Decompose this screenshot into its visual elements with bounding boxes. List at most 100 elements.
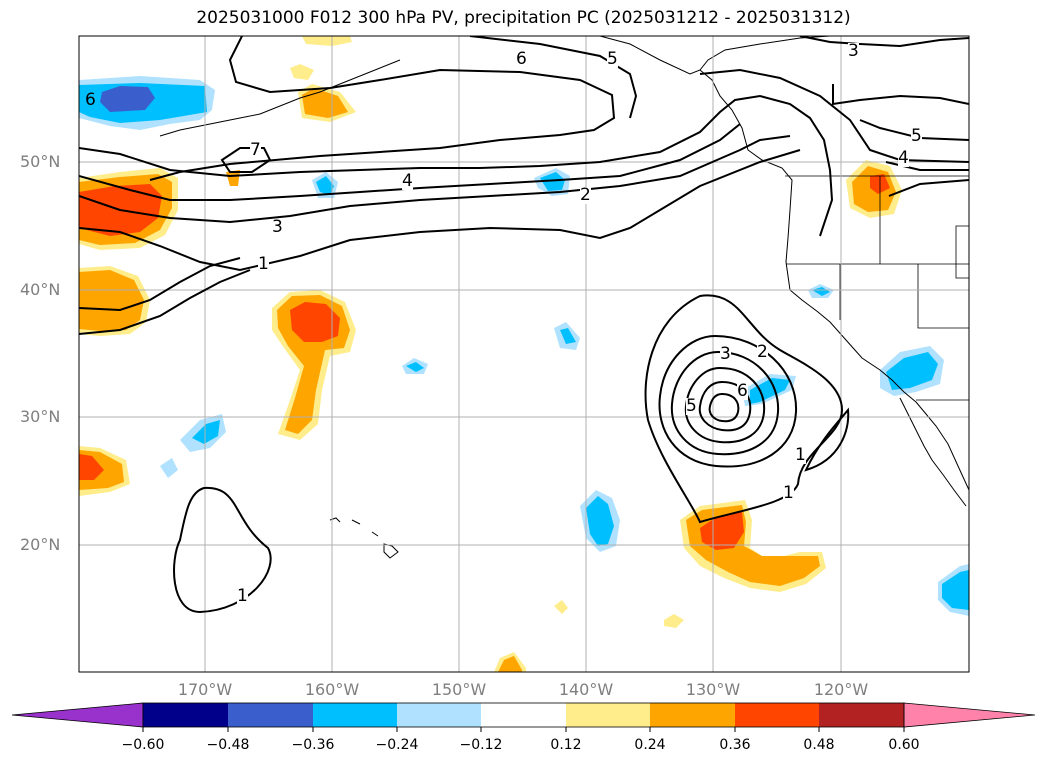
pv-contour-north-east-6: [799, 36, 969, 48]
precip-blob-neg: [886, 352, 938, 390]
contour-label: 3: [848, 41, 859, 61]
pv-contour-north-east-4: [885, 161, 969, 171]
contour-label: 3: [272, 217, 283, 237]
colorbar-segment: [650, 703, 735, 727]
pv-contour-3: [79, 123, 741, 201]
cutoff-low-ring-6: [708, 392, 740, 423]
cutoff-low-ring-2: [658, 334, 798, 468]
contour-label: 1: [237, 586, 248, 606]
lon-label-160w: 160°W: [304, 680, 360, 699]
map-frame: [78, 35, 970, 673]
precip-blob-pos: [700, 512, 744, 550]
colorbar-tick: 0.36: [719, 737, 751, 753]
north-america-coastline: [699, 69, 969, 491]
precip-blob-pos: [79, 270, 144, 331]
pv-contour-4: [79, 94, 834, 237]
contour-label: 5: [911, 126, 922, 146]
precip-blob-pos: [79, 454, 104, 480]
precip-blob-neg: [750, 378, 790, 404]
hawaii-islands: [329, 517, 399, 559]
aleutian-islands: [159, 59, 401, 137]
colorbar-tick: 0.24: [634, 737, 666, 753]
contour-label: 1: [783, 483, 794, 503]
precip-blob-pos: [664, 614, 684, 628]
precip-blob-neg: [540, 172, 565, 191]
gulf-of-alaska-coast: [599, 36, 831, 75]
pv-contour-1-southwest: [173, 486, 272, 614]
contour-label: 4: [402, 171, 413, 191]
precip-blob-neg: [942, 570, 969, 610]
pv-contour-north-east-2: [832, 84, 969, 106]
colorbar-extend-low: [11, 702, 144, 728]
colorbar-segment: [819, 703, 904, 727]
precip-blob-neg: [160, 458, 178, 478]
contour-label: 6: [516, 49, 527, 69]
precip-blob-pos: [302, 36, 352, 46]
precip-blob-neg: [586, 496, 614, 546]
pv-contours: [79, 36, 969, 614]
colorbar-segment: [228, 703, 313, 727]
contour-label: 5: [686, 396, 697, 416]
contour-label: 1: [795, 445, 806, 465]
baja-coastline: [899, 397, 967, 507]
precipitation-shading: [79, 36, 969, 672]
cutoff-low-ring-4: [684, 366, 766, 444]
pv-contour-west-low-2: [79, 269, 251, 335]
contour-label: 1: [258, 254, 269, 274]
precip-blob-pos: [498, 656, 522, 672]
lat-label-40n: 40°N: [20, 280, 61, 299]
colorbar-tick: 0.60: [888, 737, 920, 753]
precip-blob-neg: [100, 86, 155, 112]
colorbar-tick: 0.12: [550, 737, 582, 753]
precip-blob-pos: [302, 88, 348, 118]
coastlines: [159, 36, 969, 559]
gridlines: [79, 36, 969, 672]
lat-label-30n: 30°N: [20, 407, 61, 426]
colorbar-tick: 0.48: [803, 737, 835, 753]
precip-blob-pos: [290, 64, 314, 80]
pv-contour-1-east: [804, 407, 850, 472]
pv-contour-6: [149, 36, 616, 181]
contour-label: 3: [720, 344, 731, 364]
map-title: 2025031000 F012 300 hPa PV, precipitatio…: [196, 8, 851, 28]
pv-contour-1: [79, 149, 801, 272]
precip-blob-neg: [812, 287, 830, 296]
colorbar-tick: −0.48: [206, 737, 250, 753]
contour-label: 2: [757, 342, 768, 362]
lon-label-120w: 120°W: [813, 680, 869, 699]
colorbar-segment: [143, 703, 228, 727]
state-borders: [786, 176, 969, 329]
cutoff-low-ring-5: [698, 380, 752, 432]
pv-contour-west-low: [79, 257, 241, 312]
cutoff-low-outer: [644, 294, 844, 524]
colorbar-extend-high: [903, 702, 1036, 728]
precip-blob-neg: [316, 176, 334, 195]
pv-contour-north-east-5: [888, 179, 969, 197]
colorbar-tick: −0.24: [375, 737, 419, 753]
colorbar-tick: −0.12: [459, 737, 503, 753]
precip-blob-neg: [192, 420, 220, 444]
contour-label: 4: [898, 148, 909, 168]
colorbar: [11, 702, 1036, 732]
precip-blob-pos: [226, 170, 240, 186]
pv-contour-north-east: [699, 68, 969, 163]
lon-label-170w: 170°W: [177, 680, 233, 699]
lon-label-150w: 150°W: [431, 680, 487, 699]
contour-label: 6: [737, 381, 748, 401]
precip-blob-neg: [560, 328, 576, 344]
precip-blob-pos: [290, 302, 340, 342]
colorbar-segment: [566, 703, 650, 727]
pv-contour-2: [79, 135, 791, 224]
colorbar-tick: −0.60: [121, 737, 165, 753]
political-borders: [785, 175, 969, 401]
lon-label-140w: 140°W: [558, 680, 614, 699]
lat-label-50n: 50°N: [20, 152, 61, 171]
colorbar-segment: [735, 703, 819, 727]
colorbar-tick: −0.36: [291, 737, 335, 753]
lon-label-130w: 130°W: [685, 680, 741, 699]
cutoff-low-ring-3: [670, 350, 780, 456]
precip-blob-pos: [554, 600, 568, 614]
contour-label: 5: [607, 49, 618, 69]
colorbar-segment: [481, 703, 566, 727]
